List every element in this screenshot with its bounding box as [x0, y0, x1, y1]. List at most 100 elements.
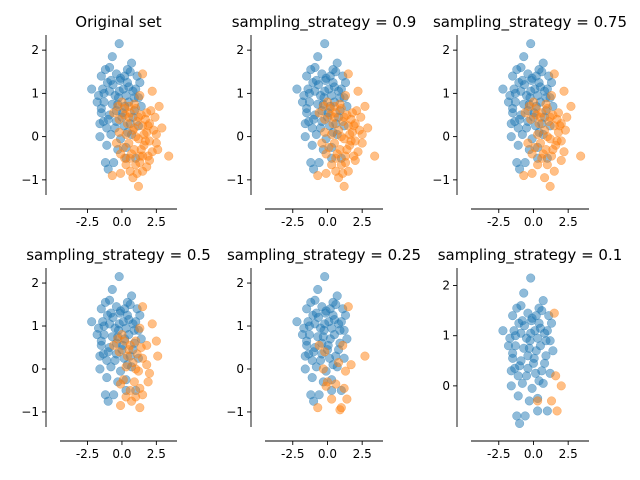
scatter-point: [338, 340, 348, 350]
scatter-point: [153, 145, 163, 155]
scatter-point: [546, 318, 557, 328]
scatter-point: [292, 317, 302, 327]
scatter-point: [498, 326, 508, 336]
scatter-point: [111, 138, 121, 148]
x-tick-label: 2.5: [559, 447, 578, 461]
y-tick-label: 1: [442, 86, 450, 100]
x-tick-label: 0.0: [112, 447, 131, 461]
scatter-point: [559, 86, 569, 96]
x-tick-label: 0.0: [524, 447, 543, 461]
scatter-point: [99, 88, 109, 98]
scatter-point: [327, 394, 337, 404]
scatter-point: [549, 166, 559, 176]
scatter-point: [109, 108, 119, 118]
scatter-point: [340, 366, 351, 376]
scatter-point: [96, 71, 106, 81]
scatter-point: [520, 108, 530, 118]
scatter-point: [342, 145, 352, 155]
scatter-point: [150, 112, 160, 122]
x-tick-label: 0.0: [112, 215, 131, 229]
x-tick-label: 2.5: [147, 447, 166, 461]
scatter-point: [541, 336, 551, 346]
scatter-point: [538, 58, 548, 68]
scatter-point: [338, 168, 348, 178]
scatter-point: [132, 168, 142, 178]
scatter-point: [540, 358, 550, 368]
scatter-point: [321, 73, 331, 83]
scatter-point: [309, 164, 319, 174]
scatter-point: [521, 123, 532, 133]
scatter-point: [143, 377, 153, 387]
scatter-point: [508, 103, 518, 114]
scatter-point: [542, 160, 552, 170]
scatter-point: [321, 306, 331, 316]
scatter-point: [105, 62, 115, 72]
scatter-point: [328, 119, 338, 129]
scatter-point: [523, 351, 533, 361]
scatter-point: [114, 347, 124, 357]
scatter-point: [535, 82, 545, 92]
scatter-point: [114, 272, 124, 282]
scatter-point: [114, 39, 124, 49]
scatter-point: [321, 149, 331, 159]
scatter-point: [313, 52, 323, 62]
scatter-point: [556, 381, 566, 391]
scatter-point: [520, 158, 530, 168]
scatter-point: [87, 317, 97, 327]
scatter-point: [515, 164, 525, 174]
scatter-point: [304, 116, 314, 127]
scatter-point: [516, 301, 526, 311]
scatter-point: [510, 116, 520, 127]
scatter-point: [95, 132, 105, 142]
scatter-point: [304, 349, 314, 359]
scatter-point: [328, 65, 338, 75]
scatter-point: [135, 90, 145, 101]
x-tick-label: -2.5: [487, 215, 510, 229]
scatter-point: [325, 110, 335, 120]
scatter-point: [342, 334, 352, 344]
scatter-point: [129, 123, 139, 133]
scatter-point: [107, 52, 117, 62]
scatter-point: [545, 112, 555, 122]
scatter-point: [528, 358, 539, 368]
y-tick-label: 0: [31, 130, 39, 144]
x-tick-label: -2.5: [487, 447, 510, 461]
scatter-point: [133, 181, 144, 191]
scatter-point: [304, 321, 314, 331]
scatter-point: [538, 296, 548, 306]
scatter-point: [534, 65, 544, 75]
y-tick-label: 2: [442, 279, 450, 293]
y-tick-label: 0: [236, 130, 244, 144]
scatter-point: [546, 396, 557, 406]
scatter-point: [138, 390, 148, 400]
scatter-point: [357, 138, 367, 148]
scatter-point: [320, 39, 330, 49]
scatter-point: [519, 321, 529, 331]
scatter-point: [107, 170, 117, 181]
scatter-point: [533, 406, 543, 416]
scatter-point: [92, 97, 102, 107]
scatter-point: [302, 103, 312, 114]
x-tick-label: 2.5: [147, 215, 166, 229]
y-tick-label: 1: [31, 86, 39, 100]
scatter-point: [124, 315, 134, 325]
x-tick-label: 2.5: [559, 215, 578, 229]
scatter-point: [525, 336, 535, 346]
scatter-point: [329, 315, 339, 325]
x-tick-label: -2.5: [281, 215, 304, 229]
scatter-point: [313, 284, 323, 295]
scatter-point: [124, 101, 134, 111]
scatter-point: [526, 39, 536, 49]
scatter-point: [144, 368, 155, 378]
scatter-point: [120, 153, 130, 163]
scatter-point: [302, 71, 312, 81]
scatter-point: [321, 381, 331, 391]
scatter-point: [363, 123, 373, 133]
scatter-point: [517, 129, 527, 140]
subplot-4: sampling_strategy = 0.5 -2.5 0.0 2.5 −1 0 1 2: [21, 246, 210, 461]
scatter-point: [116, 168, 126, 178]
scatter-point: [320, 127, 330, 137]
scatter-point: [533, 396, 543, 406]
y-tick-label: 2: [236, 43, 244, 57]
scatter-point: [343, 302, 353, 312]
